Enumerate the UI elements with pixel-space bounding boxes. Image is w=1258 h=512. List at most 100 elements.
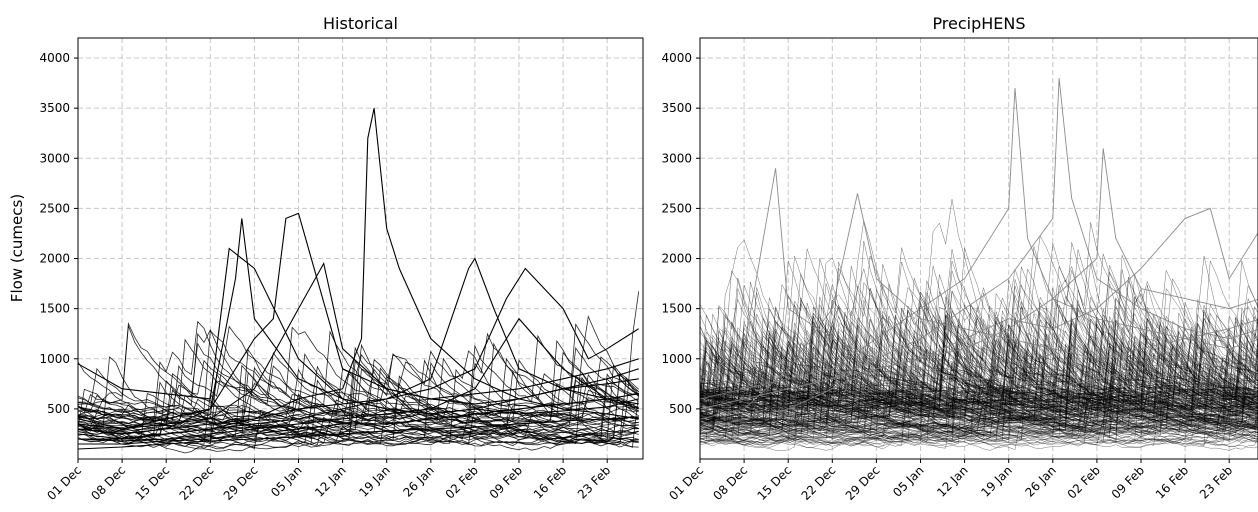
ensemble-trace xyxy=(700,285,1258,403)
ensemble-trace xyxy=(700,335,1258,444)
y-tick-label: 2000 xyxy=(39,252,70,266)
ensemble-trace xyxy=(700,320,1258,419)
x-tick-label: 16 Feb xyxy=(531,463,569,501)
ensemble-trace xyxy=(700,343,1258,425)
ensemble-trace xyxy=(78,379,639,445)
x-tick-label: 19 Jan xyxy=(356,463,392,499)
x-tick-label: 12 Jan xyxy=(312,463,348,499)
ensemble-trace xyxy=(700,256,1258,441)
ensemble-trace xyxy=(700,338,1258,428)
series-line-2 xyxy=(700,88,1258,400)
chart-title: Historical xyxy=(323,14,398,33)
y-tick-label: 3500 xyxy=(39,101,70,115)
x-tick-label: 22 Dec xyxy=(799,463,839,503)
series-line-10 xyxy=(78,416,639,450)
ensemble-trace xyxy=(78,375,639,442)
series-line-6 xyxy=(700,207,1258,430)
y-tick-label: 1000 xyxy=(661,352,692,366)
x-tick-label: 01 Dec xyxy=(44,463,84,503)
y-tick-label: 4000 xyxy=(661,51,692,65)
ensemble-trace xyxy=(700,340,1258,446)
ensemble-trace xyxy=(700,321,1258,417)
ensemble-trace xyxy=(78,330,639,418)
series-line-7 xyxy=(78,261,639,430)
series-line-5 xyxy=(700,148,1258,410)
ensemble-trace xyxy=(700,309,1258,407)
ensemble-trace xyxy=(78,361,639,447)
ensemble-trace xyxy=(78,367,639,444)
panel-1: Historical 500 1000 1500 2000 2500 3000 3500 400… xyxy=(39,14,644,503)
x-tick-label: 26 Jan xyxy=(400,463,436,499)
ensemble-trace xyxy=(700,308,1258,398)
plot-area xyxy=(78,108,640,454)
axes-frame xyxy=(699,37,1258,460)
ensemble-trace xyxy=(700,403,1258,451)
ensemble-trace xyxy=(700,319,1258,440)
x-tick-label: 09 Feb xyxy=(1109,463,1147,501)
x-tick-label: 29 Dec xyxy=(843,463,883,503)
ensemble-trace xyxy=(700,277,1258,428)
series-line-4 xyxy=(700,193,1258,420)
ensemble-trace xyxy=(700,308,1258,396)
ensemble-trace xyxy=(78,373,639,429)
x-tick-label: 05 Jan xyxy=(268,463,304,499)
y-tick-label: 3000 xyxy=(39,151,70,165)
x-tick-label: 05 Jan xyxy=(890,463,926,499)
series-line-9 xyxy=(78,393,639,445)
ensemble-trace xyxy=(700,304,1258,433)
ensemble-trace xyxy=(700,348,1258,439)
ensemble-trace xyxy=(78,361,639,443)
panel-2: PrecipHENS 500 1000 1500 2000 2500 3000 3500 400… xyxy=(661,14,1258,503)
ensemble-trace xyxy=(78,359,639,446)
x-tick-label: 02 Feb xyxy=(1065,463,1103,501)
x-tick-label: 15 Dec xyxy=(133,463,173,503)
ensemble-trace xyxy=(700,241,1258,405)
x-tick-label: 19 Jan xyxy=(978,463,1014,499)
x-tick-label: 02 Feb xyxy=(443,463,481,501)
series-line-5 xyxy=(78,257,639,440)
y-tick-label: 3500 xyxy=(661,101,692,115)
ensemble-trace xyxy=(700,287,1258,409)
x-tick-label: 29 Dec xyxy=(221,463,261,503)
ensemble-trace xyxy=(700,276,1258,442)
y-axis-label: Flow (cumecs) xyxy=(8,194,26,302)
ensemble-trace xyxy=(700,283,1258,430)
x-tick-label: 22 Dec xyxy=(177,463,217,503)
series-line-1 xyxy=(700,168,1258,390)
ensemble-trace xyxy=(700,297,1258,429)
x-tick-label: 08 Dec xyxy=(88,463,128,503)
ensemble-trace xyxy=(700,328,1258,423)
ensemble-trace xyxy=(700,408,1258,446)
ensemble-trace xyxy=(700,336,1258,432)
y-tick-label: 1000 xyxy=(39,352,70,366)
ensemble-trace xyxy=(700,391,1258,419)
ensemble-trace xyxy=(78,338,639,416)
y-tick-label: 4000 xyxy=(39,51,70,65)
ensemble-trace xyxy=(700,302,1258,417)
ensemble-trace xyxy=(700,343,1258,437)
ensemble-trace xyxy=(700,332,1258,429)
ensemble-trace xyxy=(700,284,1258,402)
y-tick-label: 500 xyxy=(47,402,70,416)
ensemble-trace xyxy=(700,386,1258,423)
y-tick-label: 3000 xyxy=(661,151,692,165)
x-tick-label: 08 Dec xyxy=(710,463,750,503)
x-tick-label: 26 Jan xyxy=(1022,463,1058,499)
ensemble-trace xyxy=(700,248,1258,402)
ensemble-trace xyxy=(700,235,1258,416)
plot-area xyxy=(700,78,1258,451)
ensemble-trace xyxy=(78,356,640,440)
ensemble-trace xyxy=(700,307,1258,428)
series-line-1 xyxy=(78,247,639,415)
ensemble-trace xyxy=(700,345,1258,418)
chart-title: PrecipHENS xyxy=(932,14,1025,33)
series-line-2 xyxy=(78,212,639,430)
ensemble-trace xyxy=(78,323,639,425)
ensemble-trace xyxy=(700,324,1258,410)
ensemble-trace xyxy=(700,319,1258,411)
ensemble-trace xyxy=(700,314,1258,408)
ensemble-trace xyxy=(700,384,1258,425)
y-tick-label: 1500 xyxy=(39,302,70,316)
y-tick-label: 500 xyxy=(669,402,692,416)
